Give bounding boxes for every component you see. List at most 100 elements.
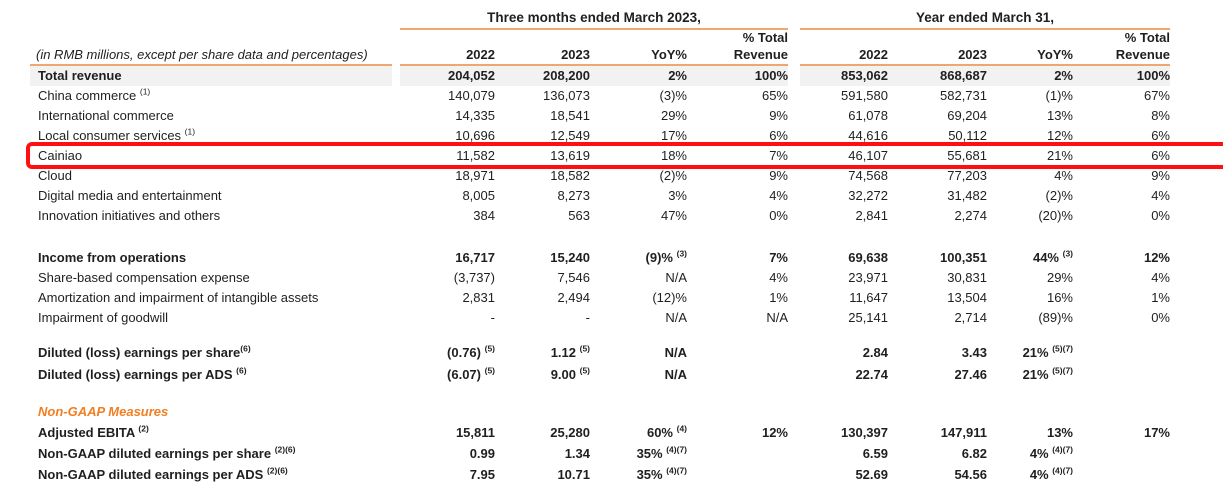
cell-y-pct: 0% [1151,310,1170,325]
cell-q-yoy: N/A [665,310,687,325]
cell-q-2022: - [490,310,495,325]
table-row: Income from operations 16,717 15,240 (9)% (… [30,248,1223,268]
table-row: Innovation initiatives and others 384 563 4… [30,206,1223,226]
cell-y-pct: 1% [1151,290,1170,305]
col-header-y-yoy: YoY% [987,28,1073,66]
cell-y-pct: 4% [1151,270,1170,285]
cell-label: Cainiao [38,148,83,163]
cell-q-2023: 12,549 [550,128,590,143]
cell-y-2023: 69,204 [947,108,987,123]
row-spacer [30,226,1223,248]
table-row: Total revenue 204,052 208,200 2% 100% 853,062… [30,66,1223,86]
table-row: China commerce (1) 140,079 136,073 (3)% 65% 5… [30,86,1223,106]
cell-q-pct: 7% [769,250,788,265]
cell-q-pct [687,464,788,485]
cell-y-2022: 591,580 [841,88,888,103]
cell-q-2022: 140,079 [448,88,495,103]
cell-q-pct: 100% [687,66,788,86]
cell-y-2022: 22.74 [855,367,888,382]
cell-label: Adjusted EBITA (2) [38,423,149,440]
cell-q-2023: 1.12 (5) [550,343,590,360]
cell-q-yoy: (2)% [659,168,687,183]
cell-q-pct: 65% [761,88,788,103]
cell-label: Local consumer services (1) [38,126,196,143]
table-row: Share-based compensation expense (3,737) 7… [30,268,1223,288]
cell-y-yoy: (20)% [1038,208,1073,223]
cell-y-2023: 30,831 [947,270,987,285]
cell-q-2023: 8,273 [557,188,590,203]
cell-q-2023: 9.00 (5) [550,365,590,382]
cell-y-pct: 67% [1143,88,1170,103]
column-headers-row: (in RMB millions, except per share data … [30,28,1223,66]
col-header-y-2023: 2023 [888,28,987,66]
section-label: Non-GAAP Measures [38,404,169,419]
cell-q-2022: (6.07) (5) [447,365,495,382]
cell-q-2023: 1.34 [564,446,590,461]
cell-label: International commerce [38,108,174,123]
cell-y-pct: 9% [1151,168,1170,183]
cell-y-yoy: 16% [1046,290,1073,305]
cell-q-2023: 13,619 [550,148,590,163]
table-row: Adjusted EBITA (2) 15,811 25,280 60% (4) 12%… [30,422,1223,443]
table-row: Cainiao 11,582 13,619 18% 7% 46,107 55,681 21% 6… [26,142,1223,169]
cell-y-yoy: 2% [987,66,1073,86]
table-row: Non-GAAP diluted earnings per ADS (2)(6)… [30,464,1223,485]
cell-q-2023: 10.71 [557,467,590,482]
cell-q-yoy: N/A [665,270,687,285]
cell-y-2022: 25,141 [848,310,888,325]
cell-y-yoy: 12% [1046,128,1073,143]
cell-q-yoy: N/A [664,345,687,360]
cell-q-2022: 2,831 [462,290,495,305]
cell-y-yoy: (1)% [1045,88,1073,103]
cell-q-2023: 18,582 [550,168,590,183]
cell-q-yoy: N/A [664,367,687,382]
cell-y-2023: 3.43 [961,345,987,360]
cell-q-pct: 12% [761,425,788,440]
row-spacer [30,386,1223,402]
cell-q-yoy: 35% (4)(7) [636,465,687,482]
table-row: Local consumer services (1) 10,696 12,549 1… [30,126,1223,146]
cell-y-yoy: 13% [1046,108,1073,123]
table-row: Diluted (loss) earnings per share(6) (0.7… [30,342,1223,364]
cell-q-2022: 16,717 [455,250,495,265]
cell-y-pct: 17% [1143,425,1170,440]
cell-q-pct: 9% [769,108,788,123]
cell-q-2022: 8,005 [462,188,495,203]
cell-label: Total revenue [30,66,392,86]
cell-q-pct: 9% [769,168,788,183]
cell-q-2023: 136,073 [543,88,590,103]
cell-label: Diluted (loss) earnings per share(6) [38,343,251,360]
cell-q-pct [687,342,788,364]
table-body: Total revenue 204,052 208,200 2% 100% 853,062… [26,66,1223,485]
cell-label: Non-GAAP diluted earnings per ADS (2)(6) [38,465,288,482]
cell-q-2023: 208,200 [495,66,590,86]
cell-label: Impairment of goodwill [38,310,169,325]
cell-y-yoy: 21% (5)(7) [1022,365,1073,382]
cell-y-2022: 2,841 [855,208,888,223]
cell-q-2023: 25,280 [550,425,590,440]
cell-y-yoy: 4% (4)(7) [1029,444,1073,461]
units-note: (in RMB millions, except per share data … [30,28,392,66]
cell-label: China commerce (1) [38,86,151,103]
cell-y-2023: 2,274 [954,208,987,223]
cell-y-pct [1073,464,1170,485]
cell-y-2023: 55,681 [947,148,987,163]
cell-y-2023: 100,351 [940,250,987,265]
cell-y-2022: 52.69 [855,467,888,482]
cell-q-yoy: 2% [590,66,687,86]
cell-y-2023: 13,504 [947,290,987,305]
section-header-row: Non-GAAP Measures [30,402,1223,422]
cell-y-yoy: (89)% [1038,310,1073,325]
cell-q-2022: 0.99 [469,446,495,461]
cell-y-2022: 32,272 [848,188,888,203]
cell-q-2023: 7,546 [557,270,590,285]
cell-y-pct: 12% [1143,250,1170,265]
cell-y-2022: 61,078 [848,108,888,123]
col-header-y-2022: 2022 [800,28,888,66]
cell-q-pct [687,443,788,464]
col-header-q-2022: 2022 [400,28,495,66]
cell-y-2023: 868,687 [888,66,987,86]
cell-y-pct [1073,443,1170,464]
cell-label: Share-based compensation expense [38,270,250,285]
